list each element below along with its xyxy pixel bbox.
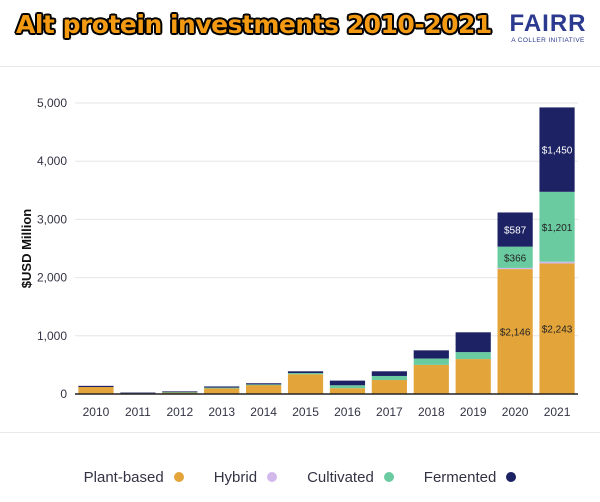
data-label-2021-cultivated: $1,201 <box>542 223 573 234</box>
bar-2019-cultivated <box>455 352 491 360</box>
bar-2020-cultivated <box>497 246 533 268</box>
bar-2015-cultivated <box>287 373 324 375</box>
data-label-2020-fermented: $587 <box>504 226 527 237</box>
x-tick-label: 2012 <box>166 405 193 419</box>
x-tick-label: 2019 <box>460 405 487 419</box>
x-tick-label: 2018 <box>418 405 445 419</box>
bar-2017-fermented <box>371 371 407 376</box>
bar-2014-cultivated <box>246 384 282 386</box>
legend-divider <box>0 432 600 433</box>
x-tick-label: 2016 <box>334 405 361 419</box>
y-tick-label: 0 <box>60 387 67 401</box>
legend-dot-fermented <box>506 472 517 482</box>
x-tick-label: 2010 <box>83 405 110 419</box>
bar-2021-cultivated <box>539 191 575 262</box>
x-tick-label: 2011 <box>125 405 151 419</box>
bar-2020-fermented <box>497 212 533 247</box>
x-tick-label: 2017 <box>376 405 403 419</box>
bar-2013-cultivated <box>204 387 240 389</box>
logo-word: FAIRR <box>509 10 587 37</box>
bar-2012-fermented <box>162 391 198 393</box>
y-tick-label: 4,000 <box>37 154 67 168</box>
bar-2014-plant-based <box>246 384 282 394</box>
bar-2016-fermented <box>329 380 366 386</box>
y-axis-label: $USD Million <box>19 209 34 289</box>
legend-item-plant-based: Plant-based <box>84 469 184 486</box>
bar-2015-fermented <box>287 371 324 374</box>
legend-item-cultivated: Cultivated <box>307 469 394 486</box>
data-label-2021-plant-based: $2,243 <box>542 325 573 336</box>
legend-label-plant-based: Plant-based <box>83 468 164 486</box>
legend-label-cultivated: Cultivated <box>307 468 374 486</box>
legend-item-hybrid: Hybrid <box>213 468 278 486</box>
bar-2016-cultivated <box>329 385 366 389</box>
legend-label-fermented: Fermented <box>423 468 497 486</box>
header: Alt protein investments 2010-2021 FAIRR … <box>0 0 600 62</box>
x-tick-label: 2013 <box>208 405 235 419</box>
bar-2017-plant-based <box>371 380 407 394</box>
bar-2010-plant-based <box>78 387 114 394</box>
bar-2015-plant-based <box>287 374 324 394</box>
bar-2011-fermented <box>120 392 156 394</box>
x-tick-label: 2015 <box>292 405 319 419</box>
legend-dot-plant-based <box>173 472 184 482</box>
data-label-2020-plant-based: $2,146 <box>500 328 531 339</box>
bar-2018-cultivated <box>413 358 449 365</box>
bar-2018-plant-based <box>413 364 449 394</box>
legend-dot-hybrid <box>267 472 278 482</box>
legend-dot-cultivated <box>383 472 394 482</box>
legend-label-hybrid: Hybrid <box>213 468 258 486</box>
bar-2012-cultivated <box>162 391 198 393</box>
data-label-2020-cultivated: $366 <box>504 253 527 264</box>
bar-2018-fermented <box>413 350 449 359</box>
legend-item-fermented: Fermented <box>424 469 517 486</box>
bar-2019-fermented <box>455 332 491 353</box>
header-divider <box>0 66 600 67</box>
bar-2020-hybrid <box>497 267 533 270</box>
bar-2012-plant-based <box>162 392 198 394</box>
bar-2017-cultivated <box>371 375 407 381</box>
bar-2013-plant-based <box>204 388 240 394</box>
chart-area: 0 1,000 2,000 3,000 4,000 5,000 $USD Million 20… <box>0 67 600 427</box>
bar-2014-fermented <box>246 383 282 385</box>
logo-subtitle: A COLLER INITIATIVE <box>511 37 585 44</box>
bar-2021-plant-based <box>539 263 575 394</box>
data-label-2021-fermented: $1,450 <box>542 146 573 157</box>
y-tick-label: 3,000 <box>37 212 67 226</box>
y-tick-label: 1,000 <box>37 329 67 343</box>
chart-title: Alt protein investments 2010-2021 <box>16 10 492 39</box>
x-tick-label: 2014 <box>250 405 277 419</box>
legend: Plant-based Hybrid Cultivated Fermented <box>0 462 600 492</box>
bar-2010-fermented <box>78 385 114 388</box>
y-tick-label: 5,000 <box>37 96 67 110</box>
bar-2016-plant-based <box>329 388 366 394</box>
bar-2013-fermented <box>204 386 240 388</box>
x-tick-label: 2021 <box>544 405 571 419</box>
stacked-bar-chart: 0 1,000 2,000 3,000 4,000 5,000 $USD Million 20… <box>19 96 578 419</box>
bar-2021-fermented <box>539 107 575 192</box>
bar-2021-hybrid <box>539 261 575 264</box>
y-tick-label: 2,000 <box>37 271 67 285</box>
x-tick-label: 2020 <box>502 405 529 419</box>
bar-2020-plant-based <box>497 269 533 394</box>
fairr-logo[interactable]: FAIRR A COLLER INITIATIVE <box>508 12 588 45</box>
bar-2019-plant-based <box>455 359 491 394</box>
